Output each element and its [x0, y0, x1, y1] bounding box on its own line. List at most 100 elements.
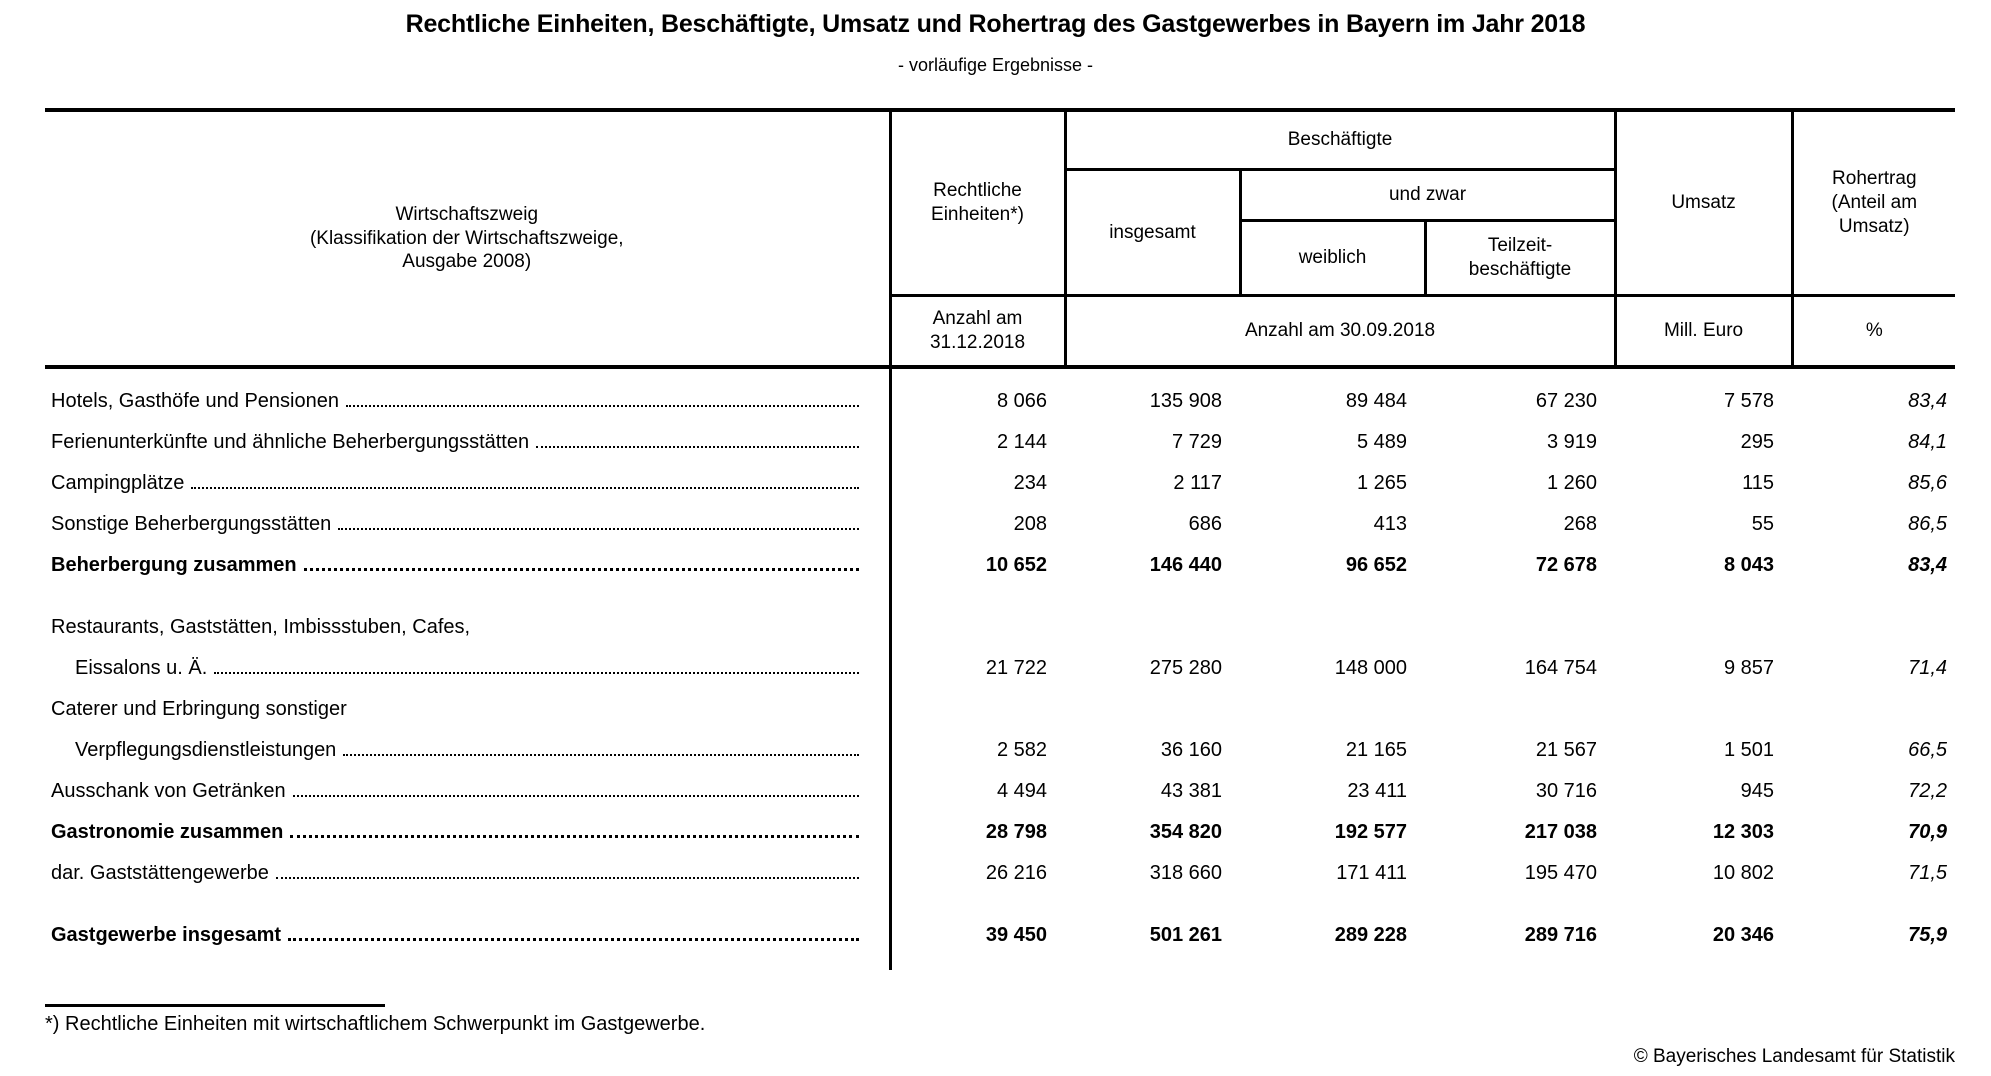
row-label-cell: Restaurants, Gaststätten, Imbissstuben, …	[45, 607, 892, 689]
spacer-cell	[890, 586, 1955, 607]
row-label-line: Ferienunterkünfte und ähnliche Beherberg…	[51, 422, 859, 463]
dot-leader	[338, 528, 859, 530]
value-cell: 3 919	[1546, 431, 1598, 453]
unit-beschaeftigte: Anzahl am 30.09.2018	[1065, 294, 1617, 369]
footnote: *) Rechtliche Einheiten mit wirtschaftli…	[45, 1013, 706, 1035]
page-title: Rechtliche Einheiten, Beschäftigte, Umsa…	[405, 10, 1586, 38]
value-cell: 2 117	[1173, 472, 1222, 494]
value-cell: 28 798	[985, 821, 1047, 843]
value-cell: 30 716	[1535, 780, 1598, 802]
unit-umsatz: Mill. Euro	[1615, 294, 1794, 369]
row-label: Hotels, Gasthöfe und Pensionen	[51, 390, 339, 412]
col-header-wirtschaftszweig: Wirtschaftszweig (Klassifikation der Wir…	[45, 110, 892, 369]
value-cell: 55	[1751, 513, 1775, 535]
value-cell: 72,2	[1908, 780, 1948, 802]
row-label-line: Campingplätze	[51, 463, 859, 504]
row-label-cell: Gastronomie zusammen	[45, 812, 892, 853]
dot-leader	[290, 835, 859, 838]
value-cell: 2 144	[996, 431, 1047, 453]
value-cell: 21 567	[1535, 739, 1598, 761]
col-header-weiblich: weiblich	[1240, 220, 1427, 296]
value-cell: 268	[1563, 513, 1598, 535]
value-cell: 85,6	[1908, 472, 1948, 494]
value-cell: 146 440	[1149, 554, 1222, 576]
value-cell: 5 489	[1356, 431, 1407, 453]
value-cell: 1 501	[1723, 739, 1775, 761]
table-row: Hotels, Gasthöfe und Pensionen 8 066 135 9…	[45, 367, 1955, 422]
value-cell: 275 280	[1149, 657, 1222, 679]
row-label-cell: Ferienunterkünfte und ähnliche Beherberg…	[45, 422, 892, 463]
value-cell: 21 722	[985, 657, 1047, 679]
value-cell: 66,5	[1908, 739, 1948, 761]
spacer-cell	[890, 894, 1955, 915]
table-header: Wirtschaftszweig (Klassifikation der Wir…	[45, 110, 1956, 369]
row-label: Verpflegungsdienstleistungen	[75, 739, 337, 761]
row-label-line: Sonstige Beherbergungsstätten	[51, 504, 859, 545]
table-row: dar. Gaststättengewerbe 26 216 318 660 171 …	[45, 853, 1955, 894]
table-row: Caterer und Erbringung sonstiger Verpfleg…	[45, 689, 1955, 771]
row-label-cell: Ausschank von Getränken	[45, 771, 892, 812]
value-cell: 115	[1742, 472, 1775, 494]
value-cell: 23 411	[1347, 780, 1407, 802]
value-cell: 83,4	[1908, 390, 1948, 412]
row-label: Gastgewerbe insgesamt	[51, 924, 282, 946]
unit-rohertrag: %	[1792, 294, 1956, 369]
value-cell: 9 857	[1723, 657, 1775, 679]
spacer-cell	[45, 894, 892, 915]
row-label: Campingplätze	[51, 472, 185, 494]
value-cell: 43 381	[1160, 780, 1222, 802]
value-cell: 2 582	[996, 739, 1047, 761]
value-cell: 501 261	[1149, 924, 1222, 946]
row-label: Eissalons u. Ä.	[75, 657, 208, 679]
row-label-line: Gastgewerbe insgesamt	[51, 915, 859, 956]
value-cell: 171 411	[1336, 862, 1407, 884]
value-cell: 8 043	[1723, 554, 1775, 576]
page: { "page": { "title": "Rechtliche Einheit…	[0, 10, 1991, 1076]
value-cell: 12 303	[1712, 821, 1775, 843]
row-label: Ferienunterkünfte und ähnliche Beherberg…	[51, 431, 530, 453]
value-cell: 686	[1188, 513, 1222, 535]
value-cell: 75,9	[1908, 924, 1948, 946]
row-label-line: Gastronomie zusammen	[51, 812, 859, 853]
dot-leader	[292, 795, 859, 797]
value-cell: 7 578	[1723, 390, 1775, 412]
value-cell: 208	[1013, 513, 1047, 535]
row-label-cell: Campingplätze	[45, 463, 892, 504]
value-cell: 96 652	[1345, 554, 1407, 576]
row-label-cell: Hotels, Gasthöfe und Pensionen	[45, 367, 892, 422]
value-cell: 21 165	[1345, 739, 1407, 761]
value-cell: 10 652	[985, 554, 1047, 576]
value-cell: 148 000	[1334, 657, 1407, 679]
value-cell: 71,4	[1908, 657, 1948, 679]
value-cell: 135 908	[1149, 390, 1222, 412]
value-cell: 354 820	[1149, 821, 1222, 843]
table-row: Sonstige Beherbergungsstätten 208 686 413 26…	[45, 504, 1955, 545]
row-label-line: Ausschank von Getränken	[51, 771, 859, 812]
row-label-line: Beherbergung zusammen	[51, 545, 859, 586]
table-row: Campingplätze 234 2 117 1 265 1 260 115 85,6	[45, 463, 1955, 504]
row-label: Gastronomie zusammen	[51, 821, 284, 843]
row-label-line: Hotels, Gasthöfe und Pensionen	[51, 381, 859, 422]
dot-leader	[536, 446, 859, 448]
dot-leader	[214, 672, 859, 674]
value-cell: 195 470	[1524, 862, 1598, 884]
row-label-line: Verpflegungsdienstleistungen	[51, 730, 859, 771]
table-row: Ferienunterkünfte und ähnliche Beherberg…	[45, 422, 1955, 463]
page-subtitle: - vorläufige Ergebnisse -	[897, 55, 1094, 75]
value-cell: 1 265	[1356, 472, 1407, 494]
statistics-table: Wirtschaftszweig (Klassifikation der Wir…	[45, 108, 1956, 970]
col-header-rechtliche-einheiten: Rechtliche Einheiten*)	[890, 110, 1067, 296]
row-label-cell: Caterer und Erbringung sonstiger Verpfleg…	[45, 689, 892, 771]
value-cell: 234	[1013, 472, 1047, 494]
value-cell: 8 066	[996, 390, 1047, 412]
value-cell: 72 678	[1535, 554, 1598, 576]
value-cell: 71,5	[1908, 862, 1948, 884]
value-cell: 289 228	[1334, 924, 1407, 946]
value-cell: 36 160	[1160, 739, 1222, 761]
dot-leader	[191, 487, 859, 489]
spacer-row	[45, 586, 1955, 607]
row-label-line: dar. Gaststättengewerbe	[51, 853, 859, 894]
row-label: Sonstige Beherbergungsstätten	[51, 513, 332, 535]
value-cell: 7 729	[1171, 431, 1222, 453]
value-cell: 192 577	[1334, 821, 1407, 843]
